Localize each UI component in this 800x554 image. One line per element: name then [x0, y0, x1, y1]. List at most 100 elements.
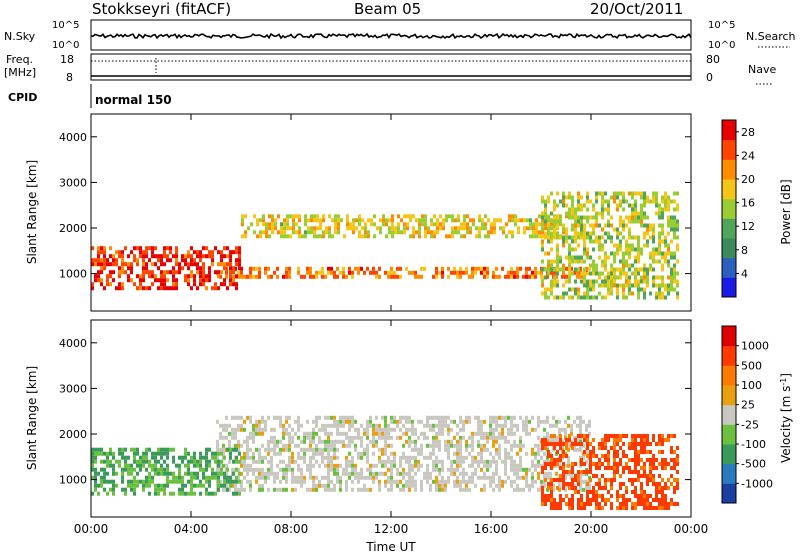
echo-cell	[220, 262, 223, 267]
echo-cell	[411, 455, 414, 460]
echo-cell	[463, 234, 466, 239]
echo-cell	[288, 447, 291, 452]
echo-cell	[193, 262, 196, 267]
echo-cell	[235, 491, 238, 496]
echo-cell	[345, 483, 348, 488]
echo-cell	[574, 223, 577, 228]
colorbar-swatch	[722, 385, 736, 406]
echo-cell	[402, 443, 405, 448]
echo-cell	[285, 471, 288, 476]
echo-cell	[124, 270, 127, 275]
echo-cell	[445, 214, 448, 219]
echo-cell	[390, 419, 393, 424]
echo-cell	[384, 270, 387, 275]
echo-cell	[552, 270, 555, 275]
echo-cell	[637, 478, 640, 482]
echo-cell	[106, 262, 109, 267]
echo-cell	[577, 215, 580, 220]
echo-cell	[525, 419, 528, 424]
echo-cell	[556, 450, 559, 454]
echo-cell	[312, 419, 315, 424]
echo-cell	[462, 459, 465, 464]
echo-cell	[94, 447, 97, 452]
echo-cell	[604, 442, 607, 446]
echo-cell	[444, 479, 447, 484]
echo-cell	[631, 502, 634, 506]
echo-cell	[664, 506, 667, 510]
echo-cell	[574, 255, 577, 260]
echo-cell	[634, 235, 637, 240]
echo-cell	[537, 459, 540, 464]
echo-cell	[510, 463, 513, 468]
echo-cell	[637, 442, 640, 446]
echo-cell	[498, 435, 501, 440]
echo-cell	[658, 434, 661, 438]
echo-cell	[103, 479, 106, 484]
echo-cell	[673, 199, 676, 204]
echo-cell	[463, 218, 466, 223]
echo-cell	[258, 455, 261, 460]
echo-cell	[534, 463, 537, 468]
echo-cell	[646, 478, 649, 482]
echo-cell	[607, 450, 610, 454]
echo-cell	[369, 487, 372, 492]
echo-cell	[471, 475, 474, 480]
echo-cell	[205, 491, 208, 496]
echo-cell	[91, 282, 94, 287]
echo-cell	[525, 415, 528, 420]
echo-cell	[312, 439, 315, 444]
echo-cell	[570, 266, 573, 271]
echo-cell	[423, 431, 426, 436]
echo-cell	[109, 246, 112, 251]
echo-cell	[163, 459, 166, 464]
echo-cell	[438, 415, 441, 420]
echo-cell	[579, 479, 582, 484]
echo-cell	[570, 427, 573, 432]
echo-cell	[480, 475, 483, 480]
echo-cell	[528, 274, 531, 279]
echo-cell	[658, 239, 661, 244]
echo-cell	[559, 442, 562, 446]
echo-cell	[228, 423, 231, 428]
echo-cell	[625, 275, 628, 280]
echo-cell	[100, 475, 103, 480]
echo-cell	[544, 275, 547, 280]
echo-cell	[547, 486, 550, 490]
echo-cell	[604, 454, 607, 458]
echo-cell	[483, 419, 486, 424]
echo-cell	[492, 479, 495, 484]
echo-cell	[480, 419, 483, 424]
echo-cell	[249, 270, 252, 275]
echo-cell	[178, 266, 181, 271]
echo-cell	[607, 279, 610, 284]
echo-cell	[100, 451, 103, 456]
echo-cell	[310, 214, 313, 219]
echo-cell	[154, 246, 157, 251]
echo-cell	[544, 203, 547, 208]
echo-cell	[133, 475, 136, 480]
echo-cell	[351, 439, 354, 444]
echo-cell	[261, 467, 264, 472]
echo-cell	[649, 458, 652, 462]
echo-cell	[507, 427, 510, 432]
echo-cell	[202, 455, 205, 460]
echo-cell	[384, 431, 387, 436]
echo-cell	[544, 498, 547, 502]
echo-cell	[306, 447, 309, 452]
power-echo-marks	[91, 191, 679, 300]
echo-cell	[381, 427, 384, 432]
echo-cell	[622, 498, 625, 502]
echo-cell	[199, 451, 202, 456]
echo-cell	[513, 463, 516, 468]
echo-cell	[658, 502, 661, 506]
echo-cell	[625, 454, 628, 458]
echo-cell	[625, 215, 628, 220]
echo-cell	[384, 447, 387, 452]
echo-cell	[625, 498, 628, 502]
echo-cell	[571, 446, 574, 450]
echo-cell	[631, 219, 634, 224]
echo-cell	[568, 275, 571, 280]
echo-cell	[640, 211, 643, 216]
echo-cell	[477, 427, 480, 432]
echo-cell	[547, 251, 550, 256]
